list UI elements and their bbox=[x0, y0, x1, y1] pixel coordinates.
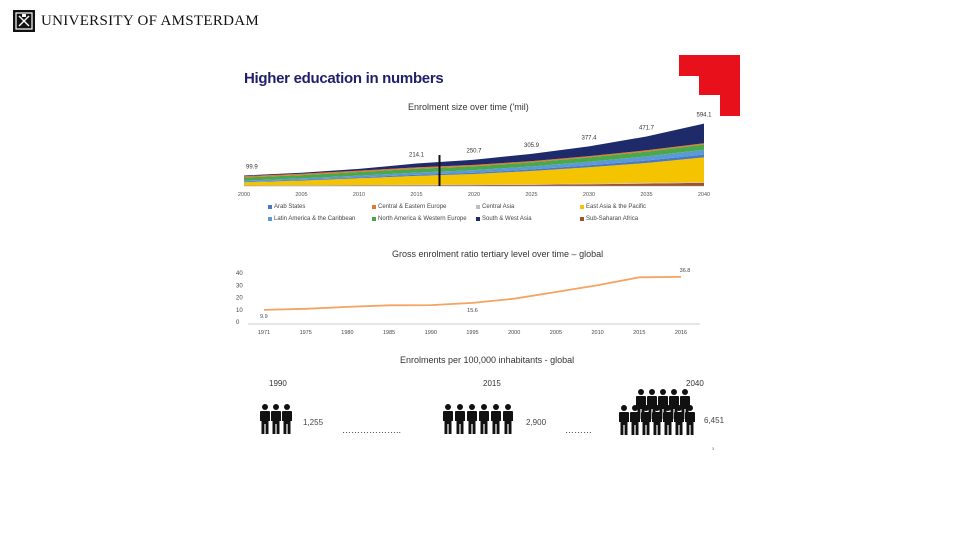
person-icon bbox=[443, 404, 453, 434]
page-number: 3 bbox=[712, 446, 715, 451]
legend-label: Latin America & the Caribbean bbox=[274, 216, 356, 222]
legend-swatch bbox=[372, 205, 376, 209]
legend-swatch bbox=[580, 205, 584, 209]
legend-item: North America & Western Europe bbox=[372, 216, 467, 222]
person-icon bbox=[674, 405, 684, 435]
legend-swatch bbox=[476, 217, 480, 221]
uva-crest-icon bbox=[13, 10, 35, 32]
area-x-tick: 2020 bbox=[468, 192, 480, 198]
person-icon bbox=[282, 404, 292, 434]
person-icon bbox=[619, 405, 629, 435]
value-1990: 1,255 bbox=[303, 418, 324, 427]
area-total-label: 99.9 bbox=[246, 165, 258, 171]
legend-swatch bbox=[580, 217, 584, 221]
legend-label: North America & Western Europe bbox=[378, 216, 467, 222]
legend-label: South & West Asia bbox=[482, 216, 532, 222]
legend-label: Central Asia bbox=[482, 204, 515, 210]
legend-item: Central & Eastern Europe bbox=[372, 204, 446, 210]
person-icon bbox=[503, 404, 513, 434]
brand-corner-mark bbox=[679, 55, 740, 116]
legend-label: Arab States bbox=[274, 204, 306, 210]
legend-item: Sub-Saharan Africa bbox=[580, 216, 638, 222]
area-total-label: 471.7 bbox=[639, 125, 655, 131]
legend-item: Central Asia bbox=[476, 204, 514, 210]
legend-swatch bbox=[268, 205, 272, 209]
area-total-label: 214.1 bbox=[409, 153, 425, 159]
legend-label: East Asia & the Pacific bbox=[586, 204, 647, 210]
area-x-tick: 2025 bbox=[525, 192, 537, 198]
person-icon bbox=[271, 404, 281, 434]
area-x-tick: 2015 bbox=[410, 192, 422, 198]
logo-text: UNIVERSITY OF AMSTERDAM bbox=[41, 12, 260, 29]
legend-label: Central & Eastern Europe bbox=[378, 204, 447, 210]
area-series-central-asia bbox=[244, 182, 704, 186]
legend-item: Arab States bbox=[268, 204, 305, 210]
area-x-tick: 2035 bbox=[640, 192, 652, 198]
value-2015: 2,900 bbox=[526, 418, 547, 427]
person-icon bbox=[260, 404, 270, 434]
value-2040: 6,451 bbox=[704, 416, 725, 425]
area-total-label: 305.9 bbox=[524, 143, 540, 149]
legend-item: South & West Asia bbox=[476, 216, 532, 222]
legend-label: Sub-Saharan Africa bbox=[586, 216, 639, 222]
area-series-east-asia-the-pacific bbox=[244, 157, 704, 186]
person-icon bbox=[630, 405, 640, 435]
area-x-tick: 2000 bbox=[238, 192, 250, 198]
area-series-sub-saharan-africa bbox=[244, 182, 704, 186]
enrolment-area-chart: 2000 2005 2010 2015 2020 2025 2030 2035 2040 99.9… bbox=[238, 113, 712, 198]
pictogram-title: Enrolments per 100,000 inhabitants - glo… bbox=[400, 355, 575, 365]
person-icon bbox=[479, 404, 489, 434]
area-series-south-west-asia bbox=[244, 123, 704, 177]
person-icon bbox=[467, 404, 477, 434]
dots-1990-2015: ……………….. bbox=[342, 425, 402, 435]
area-x-tick: 2030 bbox=[583, 192, 595, 198]
dots-2015-2040: ……… bbox=[565, 425, 592, 435]
person-icon bbox=[641, 405, 651, 435]
legend-swatch bbox=[268, 217, 272, 221]
legend-item: East Asia & the Pacific bbox=[580, 204, 646, 210]
university-logo: UNIVERSITY OF AMSTERDAM bbox=[13, 10, 259, 32]
line-chart-title: Gross enrolment ratio tertiary level ove… bbox=[392, 249, 604, 259]
year-2040: 2040 bbox=[686, 379, 704, 388]
page-title: Higher education in numbers bbox=[244, 70, 444, 87]
person-icon bbox=[663, 405, 673, 435]
area-x-tick: 2005 bbox=[295, 192, 307, 198]
area-total-label: 377.4 bbox=[581, 135, 597, 141]
area-x-tick: 2010 bbox=[353, 192, 365, 198]
area-chart-title: Enrolment size over time ('mil) bbox=[408, 102, 529, 112]
area-series-north-america-western-europe bbox=[244, 144, 704, 181]
area-x-tick: 2040 bbox=[698, 192, 710, 198]
area-total-label: 594.1 bbox=[696, 113, 712, 119]
year-1990: 1990 bbox=[269, 379, 287, 388]
person-icon bbox=[455, 404, 465, 434]
year-2015: 2015 bbox=[483, 379, 501, 388]
legend-swatch bbox=[476, 205, 480, 209]
legend-swatch bbox=[372, 217, 376, 221]
area-total-label: 250.7 bbox=[466, 149, 482, 155]
person-icon bbox=[491, 404, 501, 434]
person-icon bbox=[685, 405, 695, 435]
person-icon bbox=[652, 405, 662, 435]
legend-item: Latin America & the Caribbean bbox=[268, 216, 355, 222]
